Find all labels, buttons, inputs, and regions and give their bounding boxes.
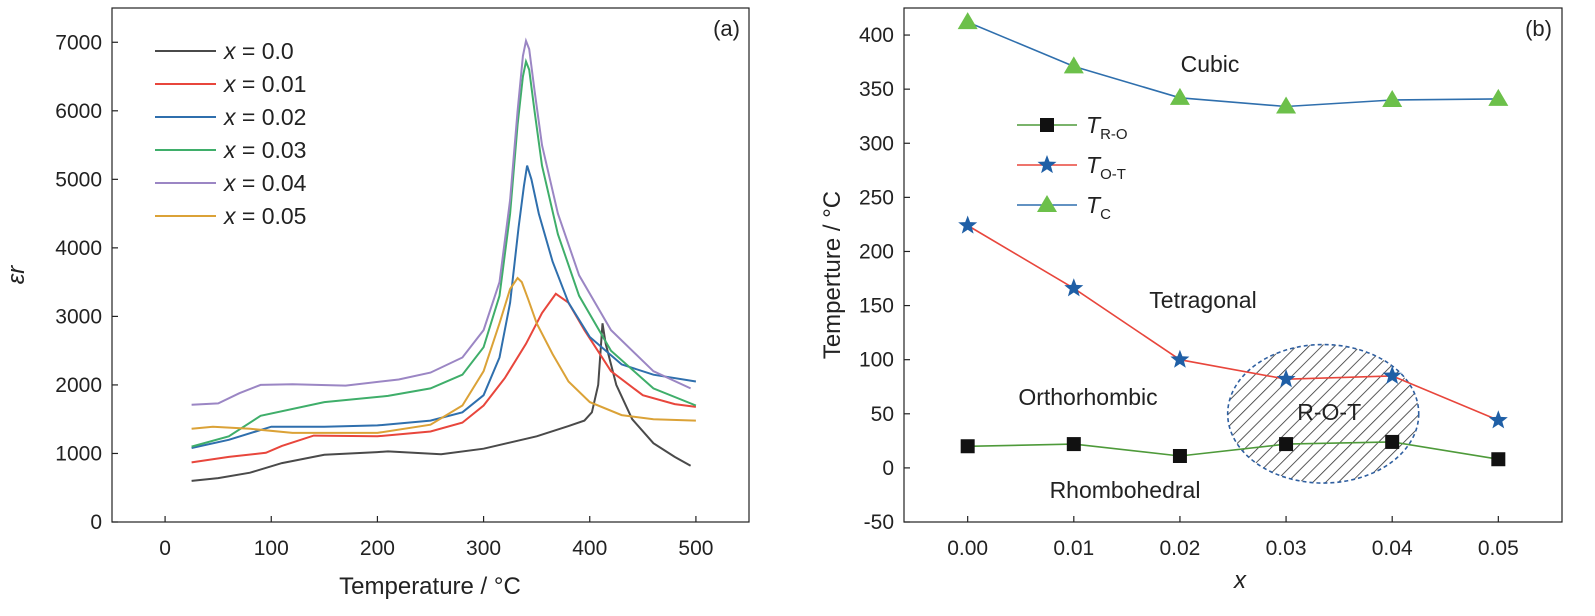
panel-b-point-square [1385,434,1400,449]
panel-a-series-line-3 [191,57,697,448]
panel-a-series [191,37,697,482]
panel-a-x-tick-label: 200 [360,537,395,560]
panel-b-point-square [1066,437,1081,452]
panel-b-point-star [958,215,978,234]
panel-a-plot-frame [111,7,750,523]
panel-b-series-line-0 [967,441,1499,460]
panel-b-y-tick-label: 350 [859,78,894,101]
panel-b-y-tick-label: 150 [859,295,894,318]
panel-a-y-tick-label: 0 [90,511,102,534]
panel-a-axes: 0 100 200 300 400 500010002000300040005000600… [55,31,713,560]
panel-b-legend-marker-triangle [1037,195,1057,212]
panel-b-y-tick-label: 50 [871,403,894,426]
panel-b-series-line-2 [967,21,1499,108]
panel-b-rot-region: R-O-T [1226,343,1420,484]
panel-b-region-labels: Cubic Tetragonal Orthorhombic Rhombohedral [1018,51,1256,503]
panel-b-point-star [1170,349,1190,368]
panel-a-legend-label: x = 0.0 [223,38,294,64]
panel-a-legend-label: x = 0.03 [223,137,306,163]
panel-b-x-tick-label: 0.03 [1266,537,1307,560]
panel-b-plot-frame [903,7,1563,523]
panel-a-dielectric-chart: 0 100 200 300 400 500010002000300040005000600… [3,7,750,600]
panel-b-axes: 0.00 0.01 0.02 0.03 0.04 0.05 -50 0 50 100 150 200 2… [859,24,1519,560]
panel-a-x-axis-label: Temperature / °C [339,573,521,600]
panel-a-legend-label: x = 0.05 [223,203,306,229]
panel-b-y-tick-label: 250 [859,186,894,209]
panel-b-point-square [1491,452,1506,467]
region-label-cubic: Cubic [1181,51,1240,77]
panel-a-series-line-1 [191,292,697,464]
panel-b-x-tick-label: 0.02 [1159,537,1200,560]
panel-b-y-tick-label: 300 [859,132,894,155]
panel-b-legend-marker-square [1040,118,1054,132]
panel-b-legend-label: TO-T [1086,152,1126,183]
panel-b-phase-diagram: 0.00 0.01 0.02 0.03 0.04 0.05 -50 0 50 100 150 200 2… [819,7,1563,594]
panel-a-y-tick-label: 3000 [55,305,102,328]
panel-a-x-tick-label: 500 [678,537,713,560]
panel-a-y-tick-label: 4000 [55,237,102,260]
panel-b-point-triangle [957,12,978,30]
panel-b-y-tick-label: -50 [864,511,894,534]
panel-a-y-tick-label: 7000 [55,31,102,54]
panel-a-y-tick-label: 5000 [55,168,102,191]
panel-a-series-line-4 [191,37,692,406]
panel-a-series-line-0 [191,323,692,482]
panel-a-tag: (a) [713,16,740,41]
panel-b-point-star [1064,278,1084,297]
panel-b-y-tick-label: 200 [859,240,894,263]
panel-b-y-tick-label: 0 [882,457,894,480]
panel-a-x-tick-label: 100 [254,537,289,560]
panel-b-x-tick-label: 0.05 [1478,537,1519,560]
panel-b-x-tick-label: 0.01 [1053,537,1094,560]
panel-a-legend-label: x = 0.02 [223,104,306,130]
panel-b-point-star [1382,365,1402,384]
panel-a-legend-label: x = 0.04 [223,170,307,196]
panel-b-legend-label: TR-O [1086,112,1128,143]
panel-b-point-triangle [1063,56,1084,74]
panel-a-legend: x = 0.0 x = 0.01 x = 0.02 x = 0.03 x = 0.04 x… [155,38,307,229]
rot-region-label: R-O-T [1297,399,1361,425]
panel-b-point-square [960,439,975,454]
panel-a-y-tick-label: 6000 [55,100,102,123]
panel-a-legend-label: x = 0.01 [223,71,306,97]
panel-b-x-tick-label: 0.00 [947,537,988,560]
rot-region-ellipse [1226,343,1420,484]
panel-b-y-tick-label: 100 [859,349,894,372]
panel-b-legend-marker-star [1037,155,1057,174]
panel-a-x-tick-label: 400 [572,537,607,560]
panel-b-point-star [1488,410,1508,429]
region-label-tetragonal: Tetragonal [1149,287,1256,313]
panel-b-legend: TR-O TO-T TC [1017,112,1128,223]
panel-b-tag: (b) [1525,16,1552,41]
panel-b-point-triangle [1488,88,1509,106]
panel-b-series [957,12,1509,467]
panel-b-point-triangle [1169,87,1190,105]
panel-a-series-line-2 [191,165,697,449]
panel-b-point-triangle [1276,96,1297,114]
region-label-orthorhombic: Orthorhombic [1018,384,1157,410]
panel-a-y-axis-label: εr [3,265,30,285]
panel-b-x-axis-label: x [1233,567,1247,594]
panel-b-point-triangle [1382,89,1403,107]
panel-a-x-tick-label: 300 [466,537,501,560]
panel-b-point-star [1276,369,1296,388]
region-label-rhombohedral: Rhombohedral [1050,477,1201,503]
panel-a-series-line-5 [191,276,696,434]
panel-b-point-square [1279,437,1294,452]
panel-b-y-axis-label: Temperture / °C [819,191,846,359]
panel-b-x-tick-label: 0.04 [1372,537,1413,560]
panel-b-y-tick-label: 400 [859,24,894,47]
panel-a-x-tick-label: 0 [159,537,171,560]
panel-b-legend-label: TC [1086,192,1111,223]
panel-a-y-tick-label: 1000 [55,442,102,465]
panel-b-series-line-1 [967,224,1499,422]
panel-a-y-tick-label: 2000 [55,374,102,397]
panel-b-point-square [1172,448,1187,463]
